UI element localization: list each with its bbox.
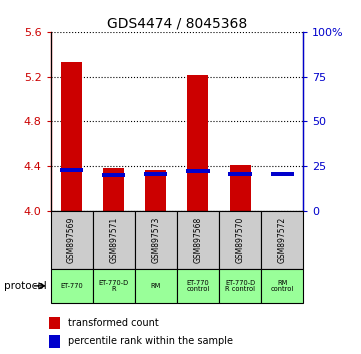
Title: GDS4474 / 8045368: GDS4474 / 8045368 [107,17,247,31]
Text: GSM897572: GSM897572 [278,217,287,263]
Bar [271,172,294,176]
Bar [49,335,60,348]
Text: RM
control: RM control [270,280,294,292]
Bar [145,170,166,211]
Bar [61,62,82,211]
Bar [49,317,60,329]
Bar [135,269,177,303]
Bar [135,211,177,269]
Bar [102,173,125,177]
Bar [229,172,252,176]
Bar [219,211,261,269]
Bar [51,211,93,269]
Bar [103,168,124,211]
Bar [219,269,261,303]
Text: percentile rank within the sample: percentile rank within the sample [68,336,233,347]
Bar [187,75,208,211]
Bar [177,269,219,303]
Text: GSM897573: GSM897573 [151,217,160,263]
Bar [93,269,135,303]
Text: ET-770-D
R: ET-770-D R [99,280,129,292]
Text: transformed count: transformed count [68,318,158,328]
Bar [93,211,135,269]
Bar [144,172,168,176]
Bar [60,168,83,172]
Text: GSM897568: GSM897568 [193,217,203,263]
Text: protocol: protocol [4,281,46,291]
Text: RM: RM [151,283,161,289]
Bar [261,269,303,303]
Bar [261,211,303,269]
Text: ET-770: ET-770 [60,283,83,289]
Bar [51,269,93,303]
Text: GSM897571: GSM897571 [109,217,118,263]
Bar [230,165,251,211]
Text: ET-770
control: ET-770 control [186,280,210,292]
Text: ET-770-D
R control: ET-770-D R control [225,280,255,292]
Text: GSM897569: GSM897569 [67,217,76,263]
Text: GSM897570: GSM897570 [236,217,244,263]
Bar [186,169,209,173]
Bar [177,211,219,269]
